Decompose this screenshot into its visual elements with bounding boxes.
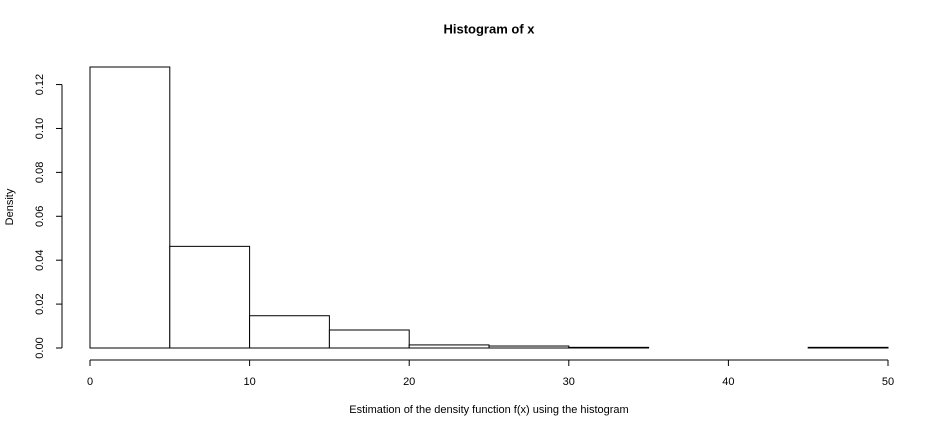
bar: [249, 315, 330, 349]
bar: [408, 344, 490, 349]
y-tick-label: 0.00: [34, 337, 46, 358]
bar: [568, 346, 650, 349]
y-tick-label: 0.10: [34, 118, 46, 139]
x-tick-label: 10: [243, 376, 255, 388]
y-tick-label: 0.12: [34, 74, 46, 95]
x-tick-label: 20: [403, 376, 415, 388]
bar: [89, 66, 171, 349]
chart-title: Histogram of x: [443, 21, 535, 36]
bar: [169, 245, 251, 349]
x-tick-label: 30: [563, 376, 575, 388]
y-tick-label: 0.04: [34, 249, 46, 270]
bar: [488, 345, 570, 349]
x-axis-label: Estimation of the density function f(x) …: [349, 404, 628, 416]
bar: [807, 346, 889, 349]
y-axis-label: Density: [4, 188, 16, 225]
x-tick-label: 40: [722, 376, 734, 388]
y-tick-label: 0.06: [34, 206, 46, 227]
x-tick-label: 0: [87, 376, 93, 388]
x-tick-label: 50: [882, 376, 894, 388]
y-tick-label: 0.02: [34, 293, 46, 314]
bar: [328, 329, 410, 349]
y-tick-label: 0.08: [34, 162, 46, 183]
